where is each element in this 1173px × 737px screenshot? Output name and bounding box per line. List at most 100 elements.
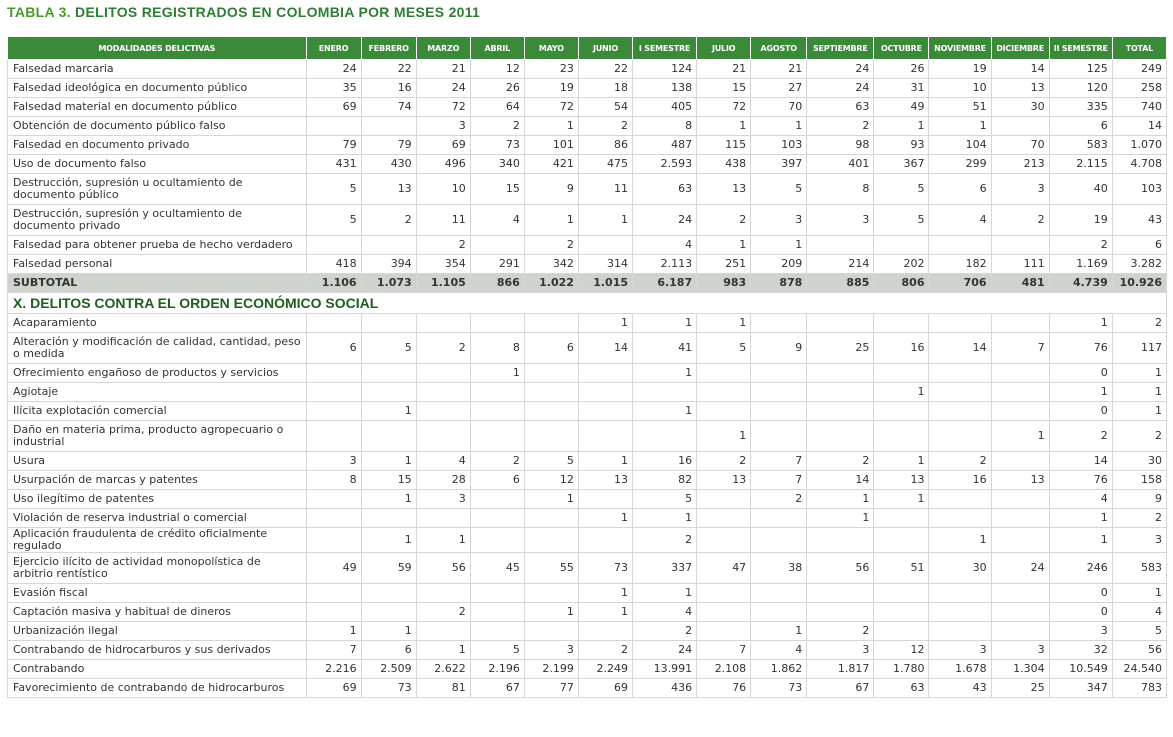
table-cell: 3 — [305, 451, 362, 471]
table-cell: 7 — [750, 470, 808, 490]
table-cell: 13 — [990, 470, 1050, 490]
table-cell: 49 — [305, 552, 362, 584]
table-cell — [469, 527, 525, 553]
table-cell — [415, 313, 471, 333]
table-cell: 16 — [928, 470, 992, 490]
table-cell — [696, 401, 752, 421]
table-cell: 3 — [928, 640, 992, 660]
table-cell: 13 — [873, 470, 930, 490]
table-cell: 1 — [873, 382, 930, 402]
column-header: NOVIEMBRE — [928, 36, 992, 60]
table-cell: 1 — [806, 489, 875, 509]
table-cell: 38 — [750, 552, 808, 584]
table-cell: 138 — [631, 78, 698, 98]
table-cell — [990, 583, 1050, 603]
table-cell — [990, 451, 1050, 471]
table-cell — [928, 363, 992, 383]
table-cell: 0 — [1048, 583, 1113, 603]
table-cell — [523, 313, 579, 333]
table-cell: 5 — [873, 204, 930, 236]
table-cell — [305, 527, 362, 553]
table-cell: 2 — [1111, 420, 1168, 452]
table-cell: 19 — [1048, 204, 1113, 236]
table-cell: 1 — [1048, 382, 1113, 402]
table-cell: 4 — [750, 640, 808, 660]
table-cell — [873, 235, 930, 255]
table-cell: 1 — [1111, 363, 1168, 383]
table-cell: 2 — [1111, 508, 1168, 528]
table-cell: 0 — [1048, 401, 1113, 421]
table-cell: 2.249 — [577, 659, 634, 679]
column-header: MODALIDADES DELICTIVAS — [7, 36, 307, 60]
table-cell: 1.862 — [750, 659, 808, 679]
table-cell: 418 — [305, 254, 362, 274]
table-number: TABLA 3. — [7, 4, 71, 20]
table-cell: 1 — [523, 116, 579, 136]
table-cell: 51 — [873, 552, 930, 584]
table-row: Falsedad para obtener prueba de hecho ve… — [7, 235, 1168, 255]
table-cell — [469, 382, 525, 402]
row-label: Favorecimiento de contrabando de hidroca… — [7, 678, 307, 698]
table-cell — [928, 621, 992, 641]
table-cell: 2 — [415, 602, 471, 622]
table-cell: 16 — [360, 78, 417, 98]
table-cell — [360, 363, 417, 383]
table-cell — [577, 621, 634, 641]
table-cell: 13 — [360, 173, 417, 205]
table-cell: 1 — [928, 116, 992, 136]
table-cell: 1 — [577, 602, 634, 622]
table-cell: 4.708 — [1111, 154, 1168, 174]
table-cell — [577, 401, 634, 421]
table-cell: 35 — [305, 78, 362, 98]
table-cell: 3.282 — [1111, 254, 1168, 274]
table-cell: 5 — [360, 332, 417, 364]
table-cell: 13 — [990, 78, 1050, 98]
table-cell — [750, 363, 808, 383]
table-cell — [631, 382, 698, 402]
table-cell: 2.115 — [1048, 154, 1113, 174]
table-cell: 4.739 — [1048, 273, 1113, 293]
table-cell: 5 — [305, 173, 362, 205]
table-cell: 1 — [1048, 313, 1113, 333]
row-label: Alteración y modificación de calidad, ca… — [7, 332, 307, 364]
table-cell: 806 — [873, 273, 930, 293]
table-row: Ofrecimiento engañoso de productos y ser… — [7, 363, 1168, 383]
table-cell: 5 — [523, 451, 579, 471]
row-label: Evasión fiscal — [7, 583, 307, 603]
table-cell — [806, 235, 875, 255]
row-label: Usura — [7, 451, 307, 471]
table-cell — [873, 420, 930, 452]
table-cell — [696, 583, 752, 603]
table-cell: 59 — [360, 552, 417, 584]
row-label: Ofrecimiento engañoso de productos y ser… — [7, 363, 307, 383]
table-cell — [928, 583, 992, 603]
table-cell: 6 — [928, 173, 992, 205]
table-cell: 3 — [750, 204, 808, 236]
table-cell: 1 — [696, 420, 752, 452]
row-label: Contrabando de hidrocarburos y sus deriv… — [7, 640, 307, 660]
table-cell: 26 — [469, 78, 525, 98]
table-cell: 16 — [873, 332, 930, 364]
table-cell: 2 — [577, 640, 634, 660]
table-cell — [305, 235, 362, 255]
table-row: Uso de documento falso 431 430 496 340 421 475… — [7, 154, 1168, 174]
table-cell — [469, 235, 525, 255]
table-cell: 866 — [469, 273, 525, 293]
column-header: SEPTIEMBRE — [806, 36, 875, 60]
table-cell: 69 — [305, 678, 362, 698]
table-cell: 24 — [305, 59, 362, 79]
table-cell: 73 — [469, 135, 525, 155]
table-row: Aplicación fraudulenta de crédito oficia… — [7, 527, 1168, 553]
table-cell: 1 — [928, 527, 992, 553]
table-cell — [469, 313, 525, 333]
table-cell — [990, 116, 1050, 136]
table-cell: 24 — [631, 640, 698, 660]
table-cell: 291 — [469, 254, 525, 274]
table-cell — [873, 363, 930, 383]
table-cell: 783 — [1111, 678, 1168, 698]
table-row: Ilícita explotación comercial 1 1 0 1 — [7, 401, 1168, 421]
row-label: Uso ilegítimo de patentes — [7, 489, 307, 509]
table-cell: 27 — [750, 78, 808, 98]
table-cell: 1.304 — [990, 659, 1050, 679]
table-cell: 15 — [696, 78, 752, 98]
